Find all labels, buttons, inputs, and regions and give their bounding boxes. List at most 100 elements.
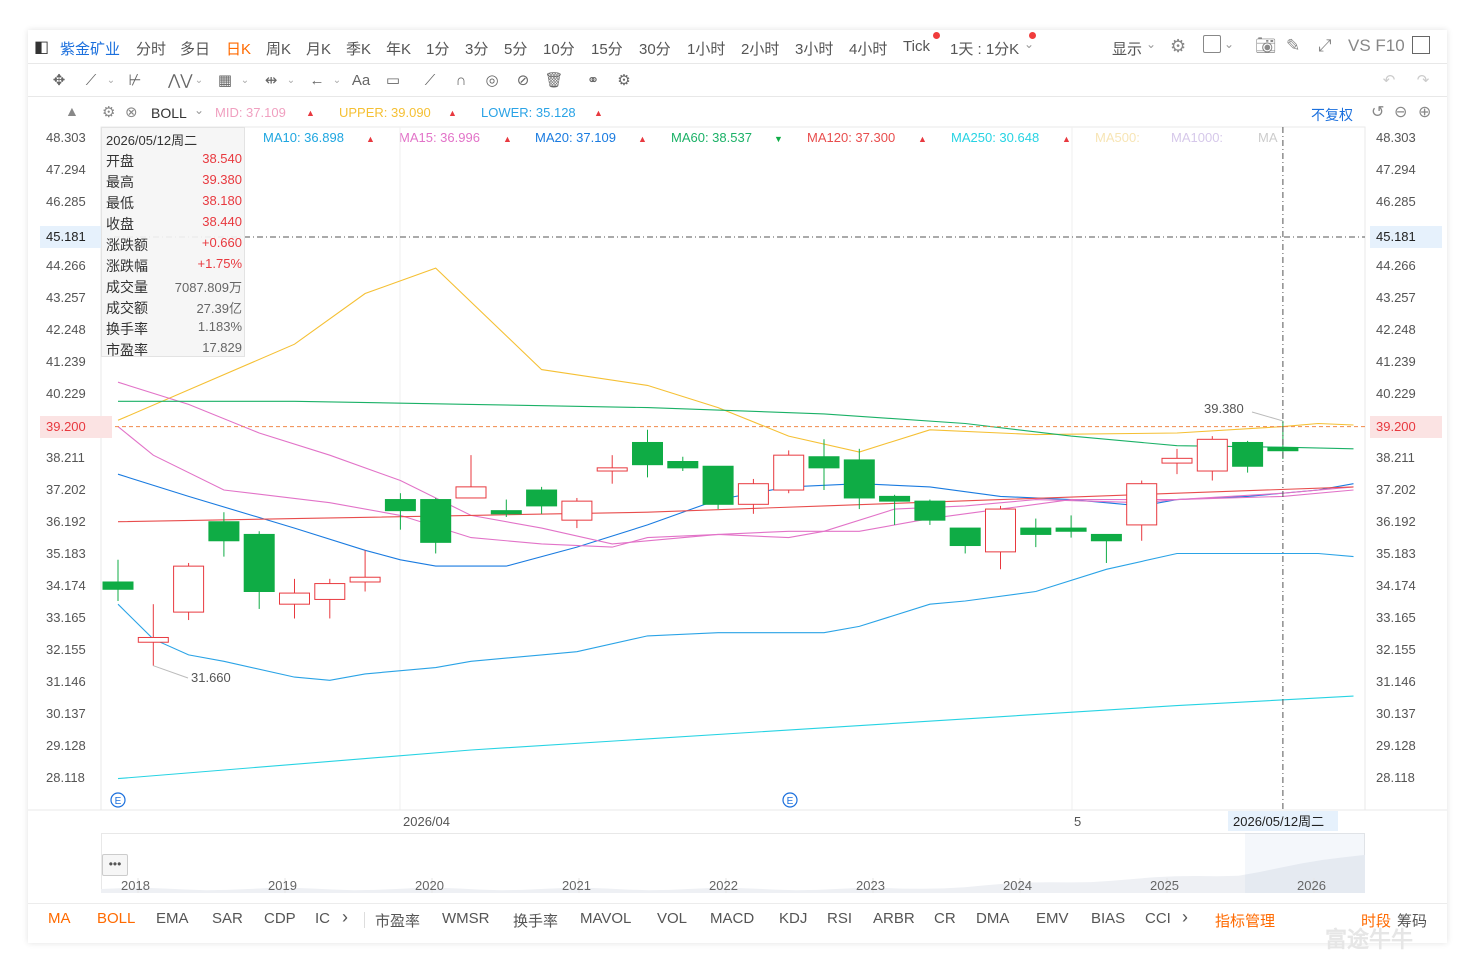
tab-1min[interactable]: 1分 xyxy=(426,41,450,58)
indicator-tab-arbr[interactable]: ARBR xyxy=(873,910,915,927)
candle xyxy=(737,478,769,514)
tab-15min[interactable]: 15分 xyxy=(591,41,623,58)
tab-monthly-k[interactable]: 月K xyxy=(306,41,332,58)
camera-icon[interactable]: 📷︎ xyxy=(1255,36,1277,55)
indicator-tab-cci[interactable]: CCI xyxy=(1145,910,1171,927)
more-dots-icon[interactable]: ••• xyxy=(102,854,128,876)
y-tick-label: 28.118 xyxy=(1376,770,1415,785)
indicator-tab-sar[interactable]: SAR xyxy=(212,910,243,927)
last-price-tag: 39.200 xyxy=(40,415,112,438)
indicator-tab-macd[interactable]: MACD xyxy=(710,910,755,927)
indicator-tab-kdj[interactable]: KDJ xyxy=(779,910,808,927)
tab-quarterly-k[interactable]: 季K xyxy=(346,41,372,58)
stock-name[interactable]: 紫金矿业 xyxy=(60,41,121,58)
move-icon[interactable]: ✥ xyxy=(52,72,66,89)
tab-4hour[interactable]: 4小时 xyxy=(849,41,888,58)
indicator-tab-换手率[interactable]: 换手率 xyxy=(513,913,559,930)
tab-5min[interactable]: 5分 xyxy=(504,41,528,58)
tab-2hour[interactable]: 2小时 xyxy=(741,41,780,58)
link-icon[interactable]: ⚭ xyxy=(586,72,600,89)
reset-icon[interactable]: ↺ xyxy=(1371,104,1385,121)
indicator-tab-mavol[interactable]: MAVOL xyxy=(580,910,632,927)
line-tool-icon[interactable]: ⟋ xyxy=(85,72,97,89)
undo-icon[interactable]: ↶ xyxy=(1382,72,1396,89)
indicator-tab-bias[interactable]: BIAS xyxy=(1091,910,1126,927)
adjust-toggle[interactable]: 不复权 xyxy=(1311,107,1353,123)
zoom-in-icon[interactable]: ⊕ xyxy=(1418,104,1432,121)
tab-yearly-k[interactable]: 年K xyxy=(386,41,412,58)
vs-f10-button[interactable]: VS F10 xyxy=(1348,36,1405,55)
indicator-tab-ic[interactable]: IC xyxy=(315,910,330,927)
y-tick-label: 47.294 xyxy=(46,161,86,177)
tab-30min[interactable]: 30分 xyxy=(639,41,671,58)
settings-gear-icon[interactable]: ⚙ xyxy=(1170,36,1187,56)
tab-multiday[interactable]: 多日 xyxy=(180,41,211,58)
fullscreen-icon[interactable]: ⤢ xyxy=(1318,36,1332,55)
pencil-icon[interactable]: ✎ xyxy=(1286,36,1301,55)
indicator-tab-vol[interactable]: VOL xyxy=(657,910,688,927)
tab-3hour[interactable]: 3小时 xyxy=(795,41,834,58)
brush-tool-icon[interactable]: ⟋ xyxy=(424,72,436,89)
measure-tool-icon[interactable]: ⇹ xyxy=(264,72,278,89)
text-tool-icon[interactable]: Aa xyxy=(351,72,371,89)
ray-tool-icon[interactable]: ⊬ xyxy=(128,72,142,89)
candle xyxy=(490,499,522,517)
indicator-name[interactable]: BOLL xyxy=(151,105,187,121)
chevron-right-icon[interactable]: › xyxy=(342,907,348,927)
candle-body xyxy=(596,467,628,472)
kline-chart[interactable]: 39.380 31.660 E E 2026/04 5 2026/05/12周二 xyxy=(28,30,1447,903)
tab-weekly-k[interactable]: 周K xyxy=(266,41,292,58)
tab-fenshi[interactable]: 分时 xyxy=(136,41,167,58)
tab-3min[interactable]: 3分 xyxy=(465,41,489,58)
indicator-tab-ma[interactable]: MA xyxy=(48,910,71,927)
candle xyxy=(985,505,1016,570)
chips-tab[interactable]: 筹码 xyxy=(1397,913,1428,930)
indicator-tab-cr[interactable]: CR xyxy=(934,910,956,927)
magnet-icon[interactable]: ∩ xyxy=(455,72,467,89)
indicator-bar: MA BOLL EMA SAR CDP IC 市盈率 WMSR 换手率 MAVOL VOL MACD K… xyxy=(28,903,1447,935)
indicator-tab-wmsr[interactable]: WMSR xyxy=(442,910,490,927)
y-tick-label: 38.211 xyxy=(1376,449,1415,465)
time-segment-tab[interactable]: 时段 xyxy=(1361,913,1392,930)
fib-tool-icon[interactable]: ▦ xyxy=(217,72,233,89)
indicator-manage-button[interactable]: 指标管理 xyxy=(1215,913,1276,930)
trash-icon[interactable]: 🗑︎ xyxy=(544,72,564,89)
candle xyxy=(102,559,134,602)
arrow-tool-icon[interactable]: ← xyxy=(309,72,325,89)
tab-10min[interactable]: 10分 xyxy=(543,41,575,58)
zoom-out-icon[interactable]: ⊖ xyxy=(1394,104,1408,121)
range-dropdown[interactable]: 1天 : 1分K xyxy=(950,41,1020,58)
candle xyxy=(879,494,911,525)
chevron-down-icon: ⌄ xyxy=(194,75,204,86)
display-dropdown[interactable]: 显示 xyxy=(1112,41,1143,58)
indicator-tab-dma[interactable]: DMA xyxy=(976,910,1010,927)
indicator-tab-emv[interactable]: EMV xyxy=(1036,910,1069,927)
tool-settings-icon[interactable]: ⚙ xyxy=(617,72,631,89)
panel-toggle-icon[interactable] xyxy=(1412,36,1430,54)
candle xyxy=(561,497,593,529)
chevron-right-icon[interactable]: › xyxy=(1182,907,1188,927)
tab-daily-k[interactable]: 日K xyxy=(226,41,252,58)
info-label: 成交额 xyxy=(106,300,148,316)
redo-icon[interactable]: ↷ xyxy=(1416,72,1430,89)
ma-lines xyxy=(117,267,1354,780)
collapse-up-icon[interactable]: ▲ xyxy=(65,103,79,119)
ma60-value: MA60: 38.537 xyxy=(671,130,752,145)
y-tick-label: 40.229 xyxy=(46,386,86,401)
indicator-tab-rsi[interactable]: RSI xyxy=(827,910,853,927)
tab-tick[interactable]: Tick xyxy=(903,38,930,55)
sidebar-toggle-icon[interactable]: ◧ xyxy=(34,39,50,56)
indicator-close-icon[interactable]: ⊗ xyxy=(125,104,138,121)
hide-icon[interactable]: ⊘ xyxy=(516,72,530,89)
indicator-tab-市盈率[interactable]: 市盈率 xyxy=(375,913,421,930)
indicator-tab-cdp[interactable]: CDP xyxy=(264,910,296,927)
tab-1hour[interactable]: 1小时 xyxy=(687,41,726,58)
wave-tool-icon[interactable]: ⋀⋁ xyxy=(168,72,193,89)
candle xyxy=(137,604,169,666)
layout-box-icon[interactable] xyxy=(1203,35,1221,53)
comment-tool-icon[interactable]: ▭ xyxy=(385,72,401,89)
indicator-tab-ema[interactable]: EMA xyxy=(156,910,189,927)
indicator-settings-icon[interactable]: ⚙ xyxy=(102,104,116,121)
indicator-tab-boll[interactable]: BOLL xyxy=(97,910,136,927)
eye-icon[interactable]: ◎ xyxy=(485,72,499,89)
